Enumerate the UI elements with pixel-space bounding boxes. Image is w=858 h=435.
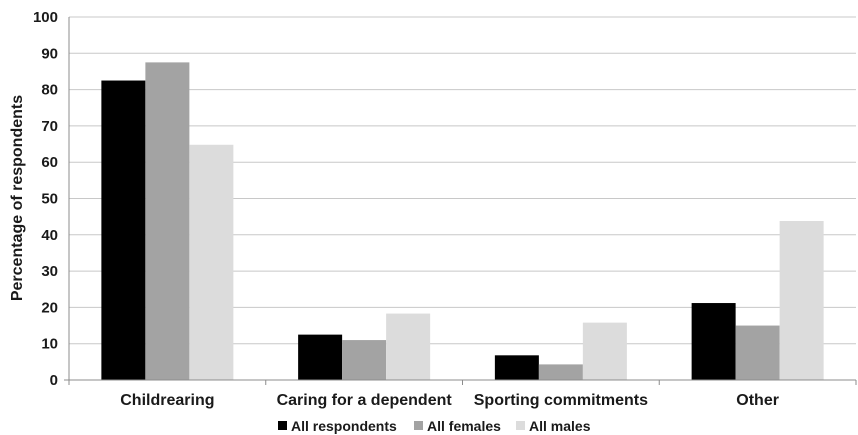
bar-all-females bbox=[145, 62, 190, 380]
bar-all-males bbox=[189, 144, 234, 380]
y-tick-labels: 0 10 20 30 40 50 60 70 80 90 100 bbox=[33, 9, 58, 389]
bar-all-respondents bbox=[691, 303, 736, 380]
bar-all-respondents bbox=[298, 334, 343, 380]
legend-label: All respondents bbox=[291, 418, 397, 434]
y-tick-label: 100 bbox=[33, 9, 58, 26]
y-axis-label: Percentage of respondents bbox=[9, 95, 26, 301]
legend-label: All females bbox=[427, 418, 501, 434]
y-tick-label: 0 bbox=[50, 372, 58, 389]
axes bbox=[64, 17, 857, 385]
y-tick-label: 30 bbox=[41, 263, 58, 280]
legend-label: All males bbox=[529, 418, 591, 434]
bars bbox=[101, 62, 824, 381]
bar-all-females bbox=[735, 325, 780, 380]
bar-all-males bbox=[386, 313, 431, 380]
legend-swatch bbox=[414, 421, 423, 430]
bar-all-females bbox=[342, 340, 387, 380]
bar-all-males bbox=[779, 221, 824, 380]
y-tick-label: 40 bbox=[41, 227, 58, 244]
y-tick-label: 60 bbox=[41, 154, 58, 171]
y-tick-label: 80 bbox=[41, 82, 58, 99]
y-tick-label: 70 bbox=[41, 118, 58, 135]
y-tick-label: 90 bbox=[41, 45, 58, 62]
bar-all-males bbox=[582, 322, 627, 380]
bar-all-respondents bbox=[101, 80, 146, 381]
bar-all-females bbox=[538, 364, 583, 380]
legend-swatch bbox=[516, 421, 525, 430]
x-category-labels: Childrearing Caring for a dependent Sporti… bbox=[120, 392, 779, 409]
y-tick-label: 10 bbox=[41, 336, 58, 353]
x-category-label: Caring for a dependent bbox=[277, 392, 453, 409]
y-tick-label: 20 bbox=[41, 299, 58, 316]
bar-all-respondents bbox=[494, 355, 539, 380]
y-tick-label: 50 bbox=[41, 191, 58, 208]
legend-swatch bbox=[278, 421, 287, 430]
x-category-label: Sporting commitments bbox=[474, 392, 648, 409]
legend: All respondents All females All males bbox=[278, 418, 591, 434]
x-category-label: Other bbox=[736, 392, 779, 409]
x-category-label: Childrearing bbox=[120, 392, 214, 409]
